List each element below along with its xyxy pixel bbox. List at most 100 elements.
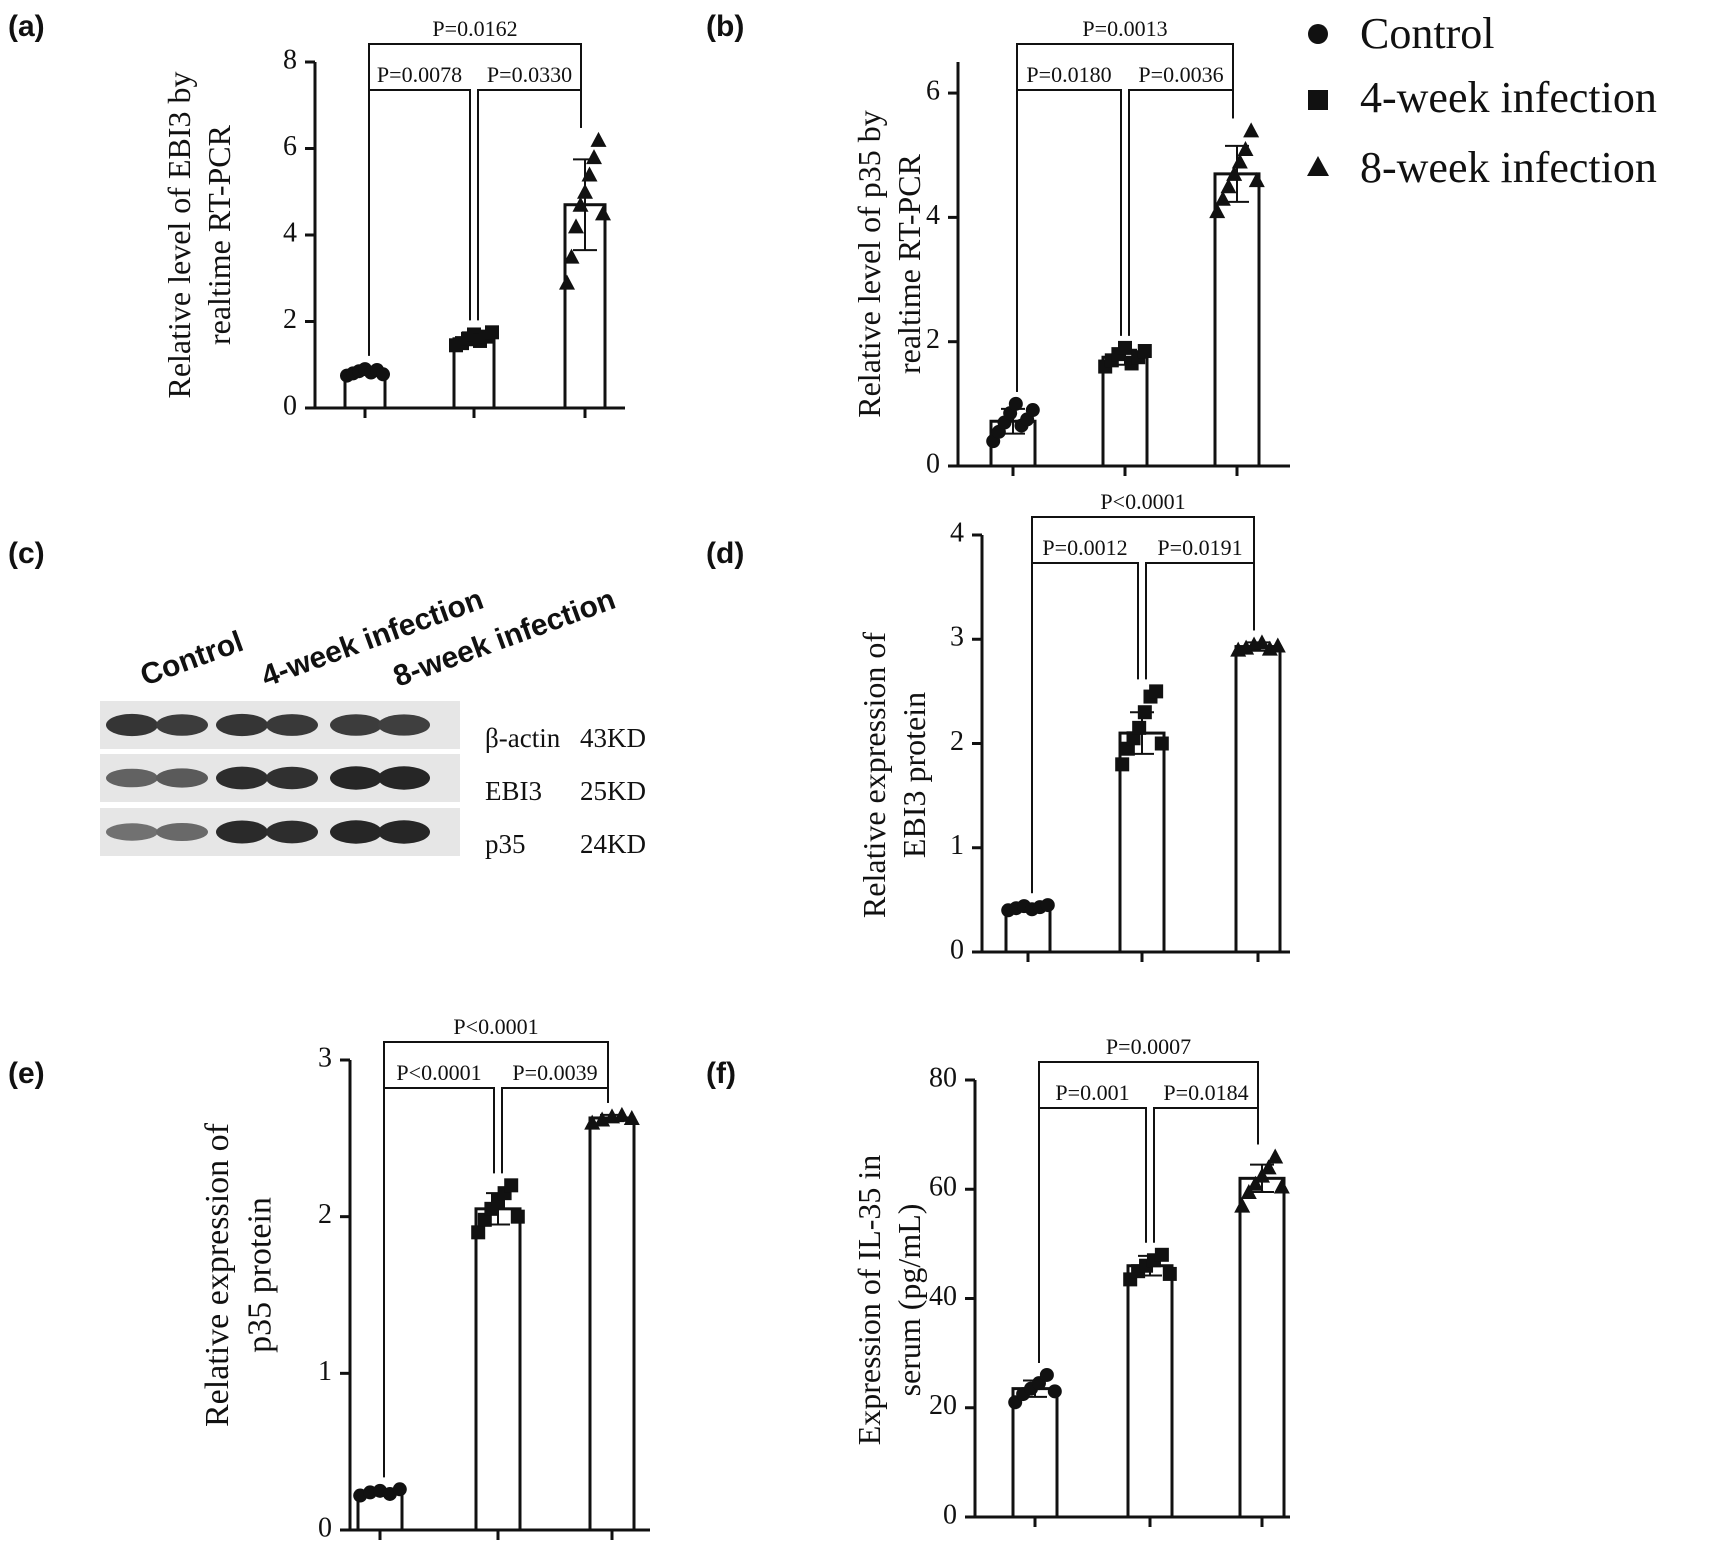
bar-triangle [1238,1176,1286,1519]
legend-label-control: Control [1360,9,1494,58]
data-point-triangle [1253,634,1270,650]
y-axis-title-line: Expression of IL-35 in [851,1155,887,1446]
data-point-circle [1025,403,1040,418]
y-axis-title-line: EBI3 protein [896,692,932,858]
bar-triangle [1234,645,1282,954]
blot-band [216,766,268,790]
significance-bracket [383,1041,609,1478]
data-point-triangle [1260,1159,1277,1175]
blot-group-label-4-week: 4-week infection [257,583,488,694]
y-tick-label: 40 [929,1281,957,1312]
blot-band [378,820,430,844]
panel-label-c: (c) [8,537,45,570]
blot-band [266,766,318,790]
panel-label-b: (b) [706,10,744,43]
blot-band [216,713,268,737]
blot-size-ebi3: 25KD [580,776,646,806]
y-tick-label: 4 [926,200,940,231]
y-axis-title: Expression of IL-35 in serum (pg/mL) [851,1155,927,1446]
legend-label-8-week: 8-week infection [1360,143,1657,192]
data-point-square [1115,757,1130,772]
chart-panel-d: 0 1 2 3 4 Relative expression of EBI3 protein P… [856,489,1290,965]
western-blot: Control 4-week infection 8-week infectio… [100,583,646,859]
panel-label-a: (a) [8,10,45,43]
data-point-triangle [595,205,611,221]
data-point-triangle [1254,1167,1270,1183]
data-point-circle [376,367,390,382]
significance-bracket [1016,43,1234,392]
p-value-label: P=0.001 [1055,1080,1129,1105]
p-value-label: P<0.0001 [453,1014,538,1039]
chart-panel-f: 0 20 40 60 80 Expression of IL-35 in serum (pg… [851,1034,1290,1530]
legend-circle-marker [1308,24,1328,44]
data-point-circle [1039,1367,1054,1382]
p-value-label: P=0.0162 [432,16,517,41]
data-point-circle [392,1482,407,1497]
y-tick-label: 0 [283,390,297,421]
significance-bracket [368,43,582,356]
blot-band [106,768,158,788]
legend-label-4-week: 4-week infection [1360,73,1657,122]
blot-band [330,820,382,844]
blot-group-label-control: Control [136,625,247,692]
data-point-square [1162,1266,1177,1281]
y-axis-title-line: Relative expression of [856,632,892,918]
data-point-square [1154,1247,1169,1262]
panel-label-f: (f) [706,1057,736,1090]
y-tick-label: 0 [943,1499,957,1530]
p-value-label: P=0.0180 [1026,62,1111,87]
y-tick-label: 3 [318,1042,332,1073]
data-point-triangle [1209,203,1226,219]
data-point-triangle [1243,122,1260,138]
blot-band [330,766,382,790]
blot-protein-ebi3: EBI3 [485,776,542,806]
y-tick-label: 8 [283,44,297,75]
data-point-triangle [1231,153,1248,169]
data-point-square [1137,344,1152,359]
y-axis-title-line: Relative level of EBI3 by [161,71,197,398]
y-tick-label: 2 [318,1199,332,1230]
p-value-label: P=0.0330 [487,62,572,87]
data-point-square [471,1225,486,1240]
y-axis-title-line: Relative expression of [199,1122,236,1427]
data-point-triangle [1226,165,1243,181]
blot-group-label-8-week: 8-week infection [389,583,620,694]
data-point-circle [1008,396,1023,411]
data-point-triangle [590,131,607,147]
data-point-triangle [1240,1183,1257,1199]
data-point-square [1154,736,1169,751]
data-point-square [1118,340,1132,355]
p-value-label: P<0.0001 [1100,489,1185,514]
y-tick-label: 3 [950,622,964,653]
bar-triangle [588,1116,636,1532]
data-point-triangle [577,183,593,199]
significance-bracket [1038,1061,1259,1363]
blot-band [156,768,208,788]
data-point-square [477,1212,492,1227]
bar-square [1101,355,1149,468]
data-point-circle [1040,898,1055,913]
data-point-triangle [559,274,575,290]
blot-band [216,820,268,844]
y-axis-title-line: realtime RT-PCR [891,153,927,374]
blot-size-p35: 24KD [580,829,646,859]
p-value-label: P=0.0013 [1082,16,1167,41]
y-tick-label: 2 [950,726,964,757]
blot-band [106,713,158,737]
blot-band [378,766,430,790]
data-point-triangle [586,149,602,165]
legend-square-marker [1308,90,1328,110]
y-tick-label: 0 [950,934,964,965]
data-point-triangle [563,248,580,264]
y-axis-title: Relative level of p35 by realtime RT-PCR [851,110,927,417]
y-tick-label: 2 [283,304,297,335]
y-tick-label: 1 [318,1356,332,1387]
panel-label-d: (d) [706,537,744,570]
y-tick-label: 1 [950,830,964,861]
y-tick-label: 2 [926,324,940,355]
panel-label-e: (e) [8,1057,45,1090]
data-point-square [504,1178,519,1193]
data-point-triangle [1220,178,1237,194]
significance-bracket [1031,516,1255,894]
data-point-triangle [1214,190,1231,206]
